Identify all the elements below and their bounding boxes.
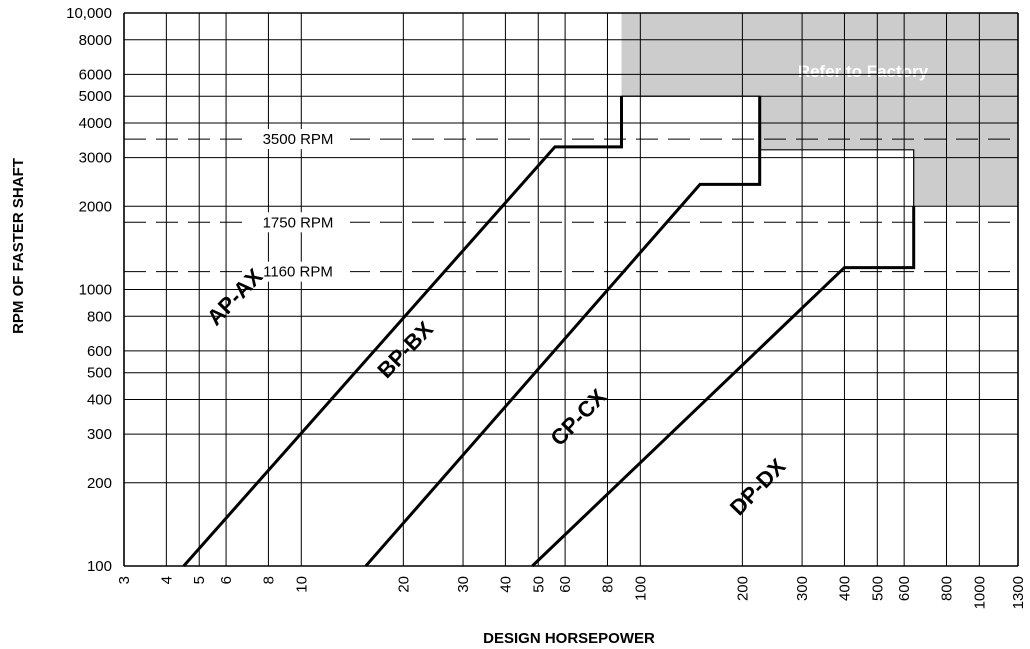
y-tick-label: 200 xyxy=(87,475,112,492)
x-tick-label: 100 xyxy=(632,576,649,601)
x-tick-label: 600 xyxy=(896,576,913,601)
x-tick-label: 1300 xyxy=(1010,576,1027,609)
y-tick-label: 3000 xyxy=(79,150,112,167)
y-tick-label: 800 xyxy=(87,308,112,325)
series-line xyxy=(364,96,762,567)
x-tick-label: 10 xyxy=(293,576,310,593)
reference-line-label: 3500 RPM xyxy=(263,131,334,148)
x-tick-label: 800 xyxy=(939,576,956,601)
x-tick-label: 5 xyxy=(191,576,208,584)
y-tick-label: 5000 xyxy=(79,88,112,105)
factory-zone-layer: Refer to Factory xyxy=(621,13,1018,207)
reference-label-background xyxy=(246,212,350,233)
x-tick-label: 200 xyxy=(734,576,751,601)
x-tick-label: 4 xyxy=(158,576,175,584)
grid-layer xyxy=(123,12,1019,567)
y-tick-label: 2000 xyxy=(79,198,112,215)
y-tick-label: 400 xyxy=(87,392,112,409)
tick-labels-layer: 100 200 300 400 500 600 800 1000 2000 3000 4000 500… xyxy=(66,5,1027,609)
reference-line-label: 1160 RPM xyxy=(263,264,333,281)
y-tick-label: 6000 xyxy=(79,66,112,83)
reference-line-label: 1750 RPM xyxy=(263,214,334,231)
reference-label-background xyxy=(246,129,350,150)
x-tick-label: 80 xyxy=(600,576,617,593)
x-axis-title: DESIGN HORSEPOWER xyxy=(483,630,655,647)
series-line xyxy=(182,96,623,567)
x-tick-label: 1000 xyxy=(971,576,988,609)
y-tick-label: 300 xyxy=(87,426,112,443)
y-axis-title: RPM OF FASTER SHAFT xyxy=(10,158,27,334)
reference-lines-layer: 3500 RPM 1750 RPM 1160 RPM xyxy=(124,129,1018,282)
x-tick-label: 20 xyxy=(395,576,412,593)
series-layer xyxy=(182,96,916,568)
x-tick-label: 40 xyxy=(497,576,514,593)
y-tick-label: 100 xyxy=(87,558,112,575)
x-tick-label: 8 xyxy=(260,576,277,584)
series-label: DP-DX xyxy=(725,453,791,520)
y-tick-label: 1000 xyxy=(79,282,112,299)
x-tick-label: 60 xyxy=(557,576,574,593)
x-tick-label: 400 xyxy=(836,576,853,601)
series-label: AP-AX xyxy=(202,263,268,330)
x-tick-label: 50 xyxy=(530,576,547,593)
y-tick-label: 10,000 xyxy=(66,5,112,22)
x-tick-label: 6 xyxy=(218,576,235,584)
factory-zone xyxy=(621,13,1018,207)
y-tick-label: 600 xyxy=(87,343,112,360)
series-line xyxy=(531,206,916,568)
zone-boundary-line xyxy=(759,149,915,207)
x-tick-label: 300 xyxy=(794,576,811,601)
y-tick-label: 500 xyxy=(87,365,112,382)
reference-label-background xyxy=(246,261,350,282)
x-tick-label: 3 xyxy=(116,576,133,584)
x-tick-label: 30 xyxy=(455,576,472,593)
y-tick-label: 4000 xyxy=(79,115,112,132)
x-tick-label: 500 xyxy=(869,576,886,601)
series-label: CP-CX xyxy=(545,384,611,451)
y-tick-label: 8000 xyxy=(79,32,112,49)
factory-zone-label: Refer to Factory xyxy=(798,62,929,81)
